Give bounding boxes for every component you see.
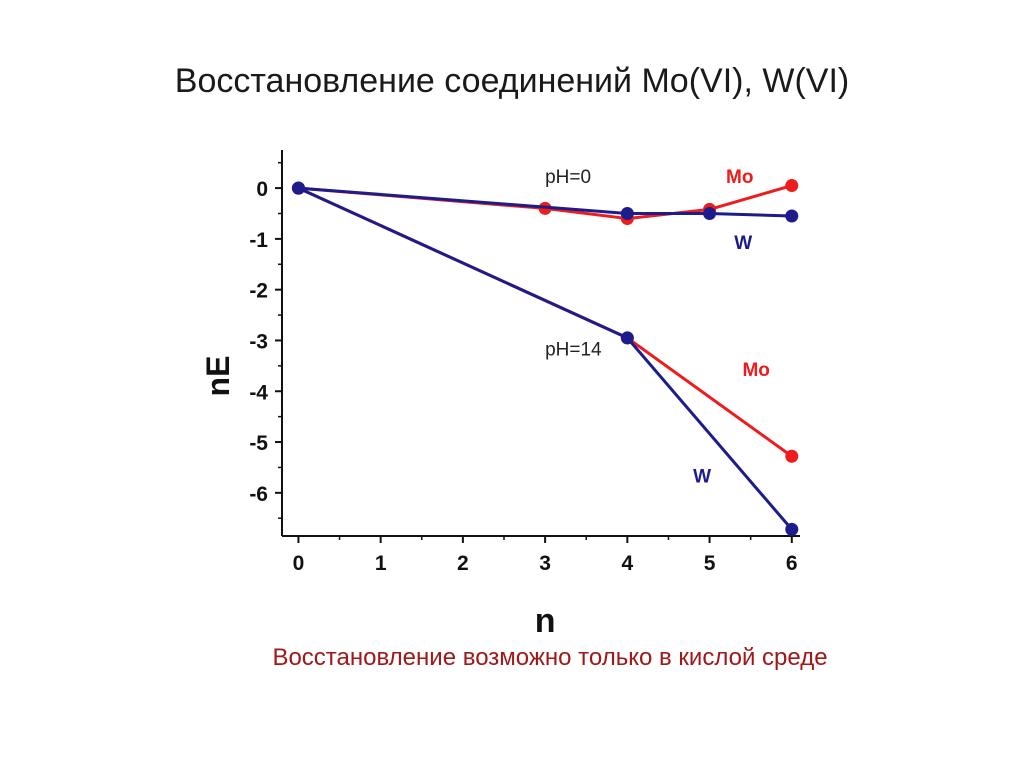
- series-label-w: W: [734, 233, 752, 254]
- data-point-w-ph0: [703, 206, 717, 220]
- condition-label: pH=14: [545, 340, 602, 361]
- x-tick-label: 1: [375, 552, 387, 575]
- condition-label: pH=0: [545, 167, 591, 188]
- slide-title: Восстановление соединений Mo(VI), W(VI): [174, 62, 850, 100]
- y-tick-label: -3: [249, 330, 268, 353]
- data-point-mo-ph0: [785, 179, 799, 193]
- y-tick-label: -5: [249, 432, 268, 455]
- series-line-mo-ph14: [297, 186, 793, 458]
- series-label-w: W: [693, 467, 711, 488]
- data-point-w-ph0: [620, 206, 634, 220]
- y-tick-label: 0: [256, 178, 268, 201]
- data-point-w-ph14: [620, 331, 634, 345]
- data-point-w-ph0: [785, 209, 799, 223]
- data-point-w-ph14: [785, 522, 799, 536]
- x-tick-label: 2: [457, 552, 469, 575]
- x-tick-label: 4: [621, 552, 633, 575]
- series-label-mo: Mo: [726, 167, 753, 188]
- x-tick-label: 5: [704, 552, 716, 575]
- y-tick-label: -4: [249, 381, 268, 404]
- y-axis-title: nE: [200, 356, 236, 397]
- data-point-mo-ph14: [785, 449, 799, 463]
- x-tick-label: 0: [293, 552, 305, 575]
- series-label-mo: Mo: [742, 360, 769, 381]
- y-tick-label: -2: [249, 280, 268, 303]
- slide-caption: Восстановление возможно только в кислой …: [272, 644, 828, 671]
- series-line-w-ph0: [298, 186, 792, 218]
- y-tick-label: -1: [249, 229, 268, 252]
- x-axis-title: n: [535, 602, 556, 640]
- x-tick-label: 6: [786, 552, 798, 575]
- y-tick-label: -6: [249, 483, 268, 506]
- data-point-w-ph14: [291, 181, 305, 195]
- x-tick-label: 3: [539, 552, 551, 575]
